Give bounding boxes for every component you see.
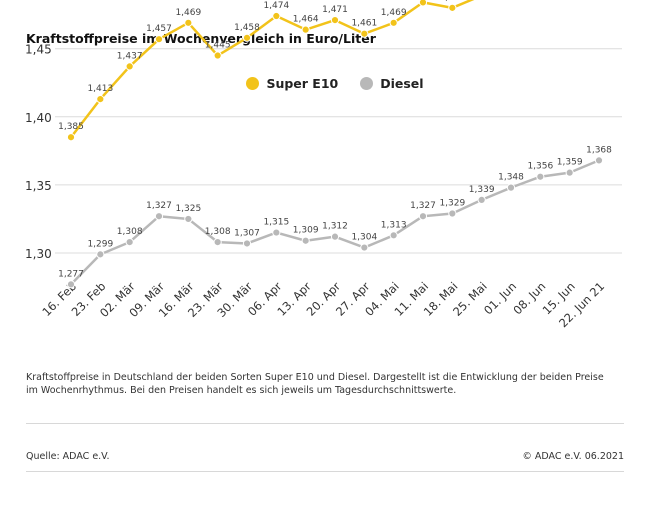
y-tick-label: 1,35 bbox=[25, 179, 52, 193]
data-point-super-e10 bbox=[389, 18, 398, 27]
divider-bottom bbox=[26, 471, 624, 472]
y-tick-label: 1,45 bbox=[25, 43, 52, 57]
data-label-super-e10: 1,457 bbox=[146, 24, 172, 34]
data-label-diesel: 1,308 bbox=[205, 227, 231, 237]
data-label-diesel: 1,315 bbox=[263, 218, 289, 228]
data-point-super-e10 bbox=[154, 35, 164, 44]
data-label-diesel: 1,348 bbox=[498, 173, 524, 183]
data-point-diesel bbox=[594, 156, 604, 165]
data-label-super-e10: 1,437 bbox=[117, 51, 143, 61]
y-tick-label: 1,30 bbox=[25, 247, 52, 261]
data-point-diesel bbox=[565, 168, 574, 177]
data-point-diesel bbox=[96, 250, 105, 259]
legend-marker-super-e10 bbox=[246, 77, 260, 90]
data-point-diesel bbox=[448, 209, 457, 218]
data-point-super-e10 bbox=[448, 3, 457, 12]
data-label-diesel: 1,368 bbox=[586, 145, 612, 155]
data-point-diesel bbox=[506, 183, 516, 192]
data-point-super-e10 bbox=[66, 133, 76, 142]
data-point-super-e10 bbox=[301, 25, 310, 34]
data-point-diesel bbox=[360, 243, 369, 252]
data-point-super-e10 bbox=[330, 15, 340, 25]
divider-top bbox=[26, 423, 624, 424]
data-point-diesel bbox=[272, 228, 281, 237]
data-label-diesel: 1,307 bbox=[234, 228, 260, 238]
chart-legend: Super E10 Diesel bbox=[0, 76, 650, 91]
data-label-super-e10: 1,461 bbox=[351, 19, 377, 29]
data-label-diesel: 1,308 bbox=[117, 227, 143, 237]
legend-item-diesel: Diesel bbox=[360, 76, 424, 91]
data-label-diesel: 1,304 bbox=[351, 233, 377, 243]
data-point-super-e10 bbox=[213, 51, 222, 60]
data-label-super-e10: 1,469 bbox=[175, 8, 201, 18]
data-label-diesel: 1,339 bbox=[469, 185, 495, 195]
data-label-super-e10: 1,458 bbox=[234, 23, 260, 33]
data-point-diesel bbox=[154, 212, 164, 221]
data-label-diesel: 1,312 bbox=[322, 222, 348, 232]
source-label: Quelle: ADAC e.V. bbox=[26, 451, 110, 462]
data-point-super-e10 bbox=[96, 94, 105, 104]
data-label-super-e10: 1,385 bbox=[58, 122, 84, 132]
data-label-super-e10: 1,471 bbox=[322, 5, 348, 15]
data-point-super-e10 bbox=[418, 0, 428, 7]
data-label-diesel: 1,327 bbox=[146, 201, 172, 211]
data-label-diesel: 1,359 bbox=[557, 158, 583, 168]
data-point-diesel bbox=[125, 238, 134, 247]
data-label-diesel: 1,313 bbox=[381, 220, 407, 230]
legend-label-diesel: Diesel bbox=[380, 76, 424, 91]
data-point-super-e10 bbox=[125, 62, 134, 71]
data-label-diesel: 1,327 bbox=[410, 201, 436, 211]
data-label-super-e10: 1,413 bbox=[87, 84, 113, 94]
data-point-super-e10 bbox=[184, 18, 193, 27]
data-label-super-e10: 1,474 bbox=[263, 1, 289, 11]
data-label-diesel: 1,356 bbox=[527, 162, 553, 172]
data-label-diesel: 1,325 bbox=[175, 204, 201, 214]
data-point-diesel bbox=[477, 195, 486, 204]
data-point-diesel bbox=[242, 239, 252, 248]
data-label-super-e10: 1,480 bbox=[439, 0, 465, 3]
data-point-diesel bbox=[536, 172, 545, 181]
data-point-diesel bbox=[330, 232, 340, 241]
y-tick-label: 1,40 bbox=[25, 111, 52, 125]
data-point-diesel bbox=[418, 212, 428, 221]
data-point-diesel bbox=[301, 236, 310, 245]
data-point-super-e10 bbox=[242, 33, 252, 42]
data-point-diesel bbox=[389, 231, 398, 240]
data-label-diesel: 1,299 bbox=[87, 239, 113, 249]
legend-item-super-e10: Super E10 bbox=[246, 76, 338, 91]
copyright-label: © ADAC e.V. 06.2021 bbox=[522, 451, 624, 462]
data-label-diesel: 1,329 bbox=[439, 199, 465, 209]
data-label-diesel: 1,277 bbox=[58, 269, 84, 279]
legend-marker-diesel bbox=[360, 77, 374, 90]
data-label-super-e10: 1,464 bbox=[293, 15, 319, 25]
data-point-diesel bbox=[213, 238, 222, 247]
data-label-super-e10: 1,445 bbox=[205, 41, 231, 51]
data-label-diesel: 1,309 bbox=[293, 226, 319, 236]
data-point-super-e10 bbox=[360, 29, 369, 38]
data-label-super-e10: 1,469 bbox=[381, 8, 407, 18]
data-point-diesel bbox=[66, 280, 76, 289]
chart-note: Kraftstoffpreise in Deutschland der beid… bbox=[26, 372, 604, 396]
legend-label-super-e10: Super E10 bbox=[266, 76, 339, 91]
data-point-diesel bbox=[184, 214, 193, 224]
data-point-super-e10 bbox=[272, 11, 281, 21]
